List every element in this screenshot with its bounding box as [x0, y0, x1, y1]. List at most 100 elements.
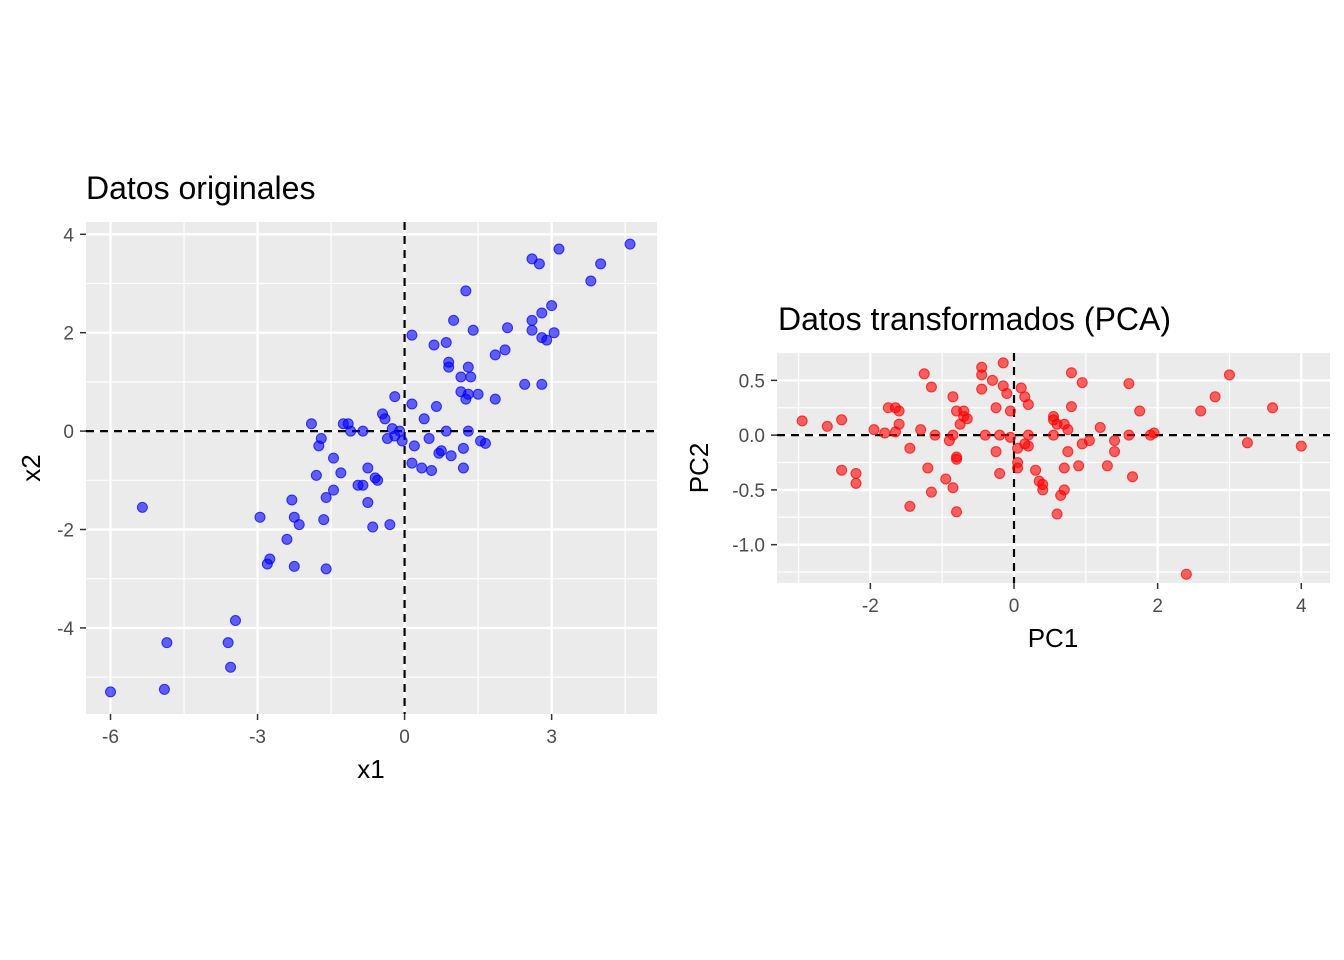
- data-point: [320, 563, 332, 575]
- data-point: [918, 368, 930, 380]
- data-point: [229, 615, 241, 627]
- data-point: [904, 442, 916, 454]
- data-point: [990, 402, 1002, 414]
- x-tick-label: -2: [862, 596, 879, 617]
- data-point: [310, 469, 322, 481]
- data-point: [796, 415, 808, 427]
- y-tick-label: -2: [57, 521, 74, 542]
- data-point: [1241, 437, 1253, 449]
- data-point: [357, 479, 369, 491]
- data-point: [1148, 427, 1160, 439]
- data-point: [357, 425, 369, 437]
- data-point: [105, 686, 117, 698]
- data-point: [457, 462, 469, 474]
- data-point: [440, 337, 452, 349]
- data-point: [836, 464, 848, 476]
- data-point: [158, 683, 170, 695]
- data-point: [394, 425, 406, 437]
- data-point: [406, 329, 418, 341]
- data-point: [947, 429, 959, 441]
- data-point: [979, 429, 991, 441]
- data-point: [595, 258, 607, 270]
- data-point: [836, 414, 848, 426]
- data-point: [502, 322, 514, 334]
- x-tick-label: 2: [1152, 596, 1163, 617]
- data-point: [367, 521, 379, 533]
- data-point: [868, 424, 880, 436]
- data-point: [951, 506, 963, 518]
- data-point: [445, 450, 457, 462]
- data-point: [472, 388, 484, 400]
- y-axis-title: PC2: [684, 443, 714, 494]
- data-point: [951, 451, 963, 463]
- data-point: [546, 300, 558, 312]
- data-point: [430, 401, 442, 412]
- data-point: [467, 324, 479, 336]
- x-tick-label: 0: [399, 727, 410, 748]
- data-point: [281, 533, 293, 545]
- data-point: [893, 405, 905, 417]
- data-point: [890, 426, 901, 438]
- data-point: [335, 467, 347, 479]
- data-point: [286, 494, 298, 506]
- data-point: [362, 462, 374, 474]
- data-point: [328, 452, 340, 464]
- data-point: [389, 391, 401, 403]
- data-point: [499, 344, 511, 356]
- data-point: [1267, 402, 1279, 414]
- data-point: [455, 371, 467, 383]
- data-point: [462, 425, 474, 437]
- data-point: [850, 467, 862, 479]
- data-point: [850, 477, 862, 489]
- y-tick-label: -1.0: [732, 536, 765, 557]
- data-point: [1195, 405, 1207, 417]
- data-point: [1127, 471, 1138, 483]
- data-point: [821, 420, 833, 432]
- data-point: [925, 486, 937, 498]
- data-point: [1022, 440, 1034, 452]
- data-point: [1065, 401, 1077, 413]
- x-tick-label: -3: [249, 727, 266, 748]
- data-point: [293, 519, 305, 531]
- data-points: [105, 238, 636, 698]
- y-axis-ticks: -4 -2 0 2 4: [57, 225, 86, 640]
- data-point: [457, 442, 469, 454]
- data-point: [320, 492, 332, 504]
- data-point: [315, 432, 327, 444]
- data-point: [533, 258, 545, 270]
- data-point: [264, 553, 276, 565]
- data-point: [1022, 429, 1034, 441]
- data-point: [1058, 462, 1070, 474]
- data-point: [947, 391, 959, 403]
- data-point: [225, 661, 237, 673]
- data-point: [624, 238, 636, 250]
- data-point: [915, 424, 927, 436]
- data-point: [1037, 484, 1049, 496]
- data-point: [443, 356, 455, 368]
- data-point: [526, 314, 538, 326]
- data-point: [961, 413, 973, 425]
- data-point: [976, 369, 988, 381]
- data-point: [448, 314, 460, 326]
- data-point: [922, 462, 934, 474]
- data-point: [1123, 429, 1135, 441]
- data-point: [1295, 440, 1307, 452]
- data-point: [406, 398, 418, 410]
- data-point: [462, 388, 474, 400]
- data-point: [994, 429, 1006, 441]
- data-point: [1062, 424, 1074, 436]
- data-point: [541, 334, 553, 346]
- data-point: [435, 445, 447, 457]
- data-point: [947, 482, 959, 494]
- data-point: [519, 378, 531, 390]
- data-point: [1101, 460, 1113, 472]
- data-point: [1022, 398, 1034, 410]
- data-point: [161, 637, 173, 649]
- y-tick-label: 2: [63, 324, 74, 345]
- y-tick-label: 0: [63, 422, 74, 443]
- data-point: [526, 324, 538, 336]
- data-point: [222, 637, 234, 649]
- data-point: [305, 418, 317, 430]
- data-point: [318, 514, 330, 526]
- x-tick-label: 4: [1296, 596, 1307, 617]
